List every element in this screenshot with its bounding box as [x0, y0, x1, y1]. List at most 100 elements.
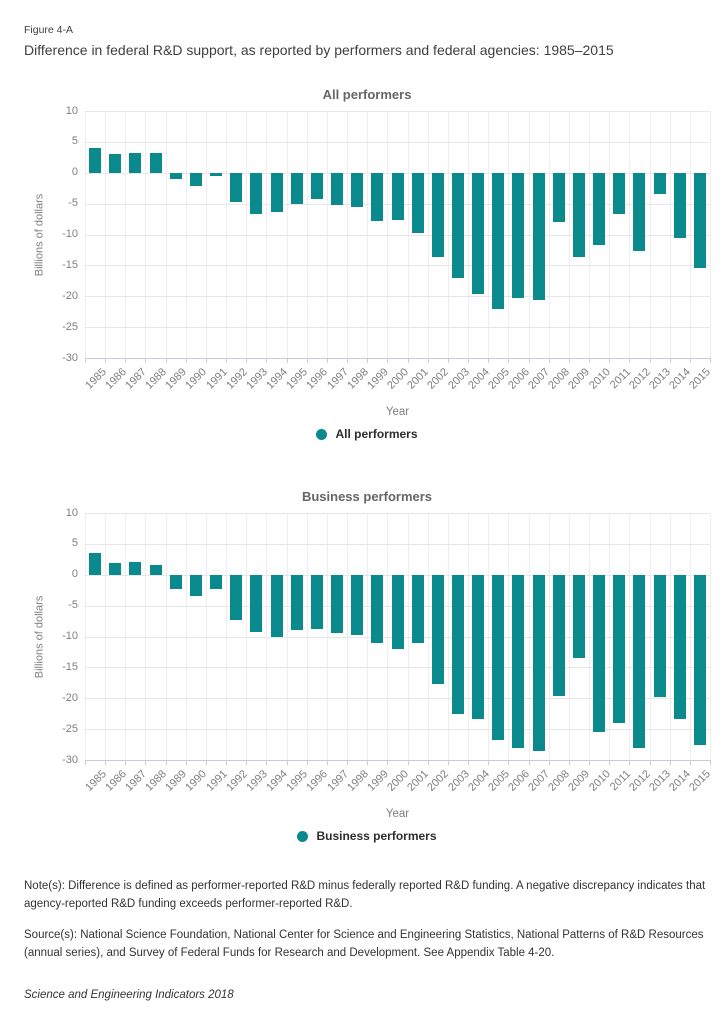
- bar-1992: [230, 574, 243, 620]
- gridline: [85, 327, 710, 329]
- y-axis-tick-label: -5: [68, 197, 78, 210]
- x-axis-tick-label: 1990: [183, 366, 210, 392]
- x-axis-tick-label: 2010: [586, 768, 613, 794]
- y-axis-tick-label: -20: [62, 691, 78, 704]
- x-axis-tick-label: 1994: [264, 366, 291, 392]
- x-axis-tick-label: 1993: [244, 768, 270, 794]
- x-axis-tick: [710, 760, 711, 765]
- bar-1989: [169, 172, 182, 179]
- bar-1988: [149, 565, 162, 575]
- x-axis-labels: 1985 1986 1987 1988 1989 1990 1991 1992 1993 1994…: [83, 766, 714, 808]
- x-axis-tick-label: 1989: [163, 768, 190, 794]
- x-axis-tick-label: 2001: [405, 768, 432, 794]
- bar-2007: [532, 574, 545, 751]
- x-axis-tick-label: 1986: [102, 366, 129, 392]
- x-axis-tick-label: 2007: [526, 768, 553, 794]
- x-axis-tick: [85, 760, 86, 765]
- bar-1999: [371, 574, 384, 644]
- x-axis-tick-label: 2001: [405, 366, 432, 392]
- x-axis-tick-label: 2005: [485, 366, 512, 392]
- x-axis-tick: [205, 760, 207, 765]
- gridline: [85, 729, 710, 731]
- y-axis-tick-label: 5: [71, 537, 78, 550]
- x-axis-tick: [589, 760, 591, 765]
- gridline: [85, 698, 710, 700]
- x-axis-tick: [407, 358, 409, 363]
- chart-all-performers: All performers Billions of dollars 10 5 0 -…: [24, 70, 713, 450]
- x-axis-tick-label: 2013: [647, 768, 674, 794]
- bar-2012: [633, 574, 646, 749]
- y-axis-tick-label: 0: [71, 166, 78, 179]
- x-axis-tick-label: 2014: [667, 366, 694, 392]
- x-axis-tick-label: 1987: [123, 768, 149, 794]
- y-axis-tick-label: 10: [65, 506, 78, 519]
- x-axis-tick: [367, 760, 369, 765]
- x-axis-tick: [528, 760, 530, 765]
- x-axis-tick-label: 1995: [284, 768, 311, 794]
- x-axis-tick-label: 1985: [82, 366, 109, 392]
- bar-2006: [512, 172, 525, 299]
- x-axis-tick: [488, 760, 490, 765]
- bar-1987: [129, 152, 142, 173]
- x-axis-tick: [326, 358, 328, 363]
- x-axis-tick: [669, 358, 671, 363]
- x-axis-tick: [468, 358, 470, 363]
- bar-1990: [189, 574, 202, 596]
- x-axis-tick: [125, 358, 127, 363]
- x-axis-tick: [85, 358, 86, 363]
- y-axis-tick-label: -15: [62, 660, 78, 673]
- x-axis-tick-label: 2013: [647, 366, 674, 392]
- bar-1998: [351, 574, 364, 635]
- bar-1985: [89, 148, 102, 173]
- gridline: [85, 543, 710, 545]
- bar-2001: [411, 172, 424, 234]
- x-axis-tick-label: 1987: [123, 366, 149, 392]
- gridline: [85, 667, 710, 669]
- x-axis-tick-label: 1986: [102, 768, 129, 794]
- y-axis-tick-labels: 10 5 0 -5 -10 -15 -20 -25 -30: [50, 105, 78, 364]
- bar-2011: [613, 574, 626, 723]
- x-axis-tick: [105, 760, 107, 765]
- x-axis-tick: [226, 760, 228, 765]
- bar-2012: [633, 172, 646, 252]
- x-axis-tick: [447, 760, 449, 765]
- x-axis-tick-label: 1998: [344, 366, 371, 392]
- x-axis-title: Year: [385, 406, 410, 418]
- bar-1985: [89, 553, 102, 575]
- x-axis-tick-label: 2002: [425, 366, 452, 392]
- y-axis-tick-label: -25: [62, 320, 78, 333]
- x-axis-tick-label: 2004: [465, 366, 492, 392]
- x-axis-tick-label: 2014: [667, 768, 694, 794]
- y-axis-tick-label: -25: [62, 722, 78, 735]
- attribution-text: Science and Engineering Indicators 2018: [24, 989, 234, 1001]
- x-axis-tick-label: 1989: [163, 366, 190, 392]
- bar-2000: [391, 574, 404, 649]
- x-axis-tick-label: 2006: [506, 768, 532, 794]
- x-axis-tick-label: 2012: [627, 366, 653, 392]
- gridline: [85, 265, 710, 267]
- x-axis-tick-label: 2008: [546, 366, 573, 392]
- bar-2015: [693, 172, 706, 268]
- x-axis-title: Year: [385, 808, 410, 820]
- legend-label: Business performers: [316, 829, 437, 843]
- x-axis-tick-label: 1999: [365, 768, 391, 794]
- x-axis-tick-label: 1997: [324, 366, 351, 392]
- bar-2013: [653, 172, 666, 195]
- bar-1993: [250, 172, 263, 214]
- y-axis-title: Billions of dollars: [33, 595, 46, 678]
- x-axis-tick: [306, 760, 308, 765]
- x-axis-tick-label: 2015: [687, 768, 714, 794]
- x-axis-tick: [347, 760, 349, 765]
- y-axis-tick-label: -30: [62, 753, 78, 766]
- bar-2009: [572, 172, 585, 257]
- x-axis-tick-label: 1991: [203, 366, 230, 392]
- x-axis-tick-label: 1996: [304, 768, 331, 794]
- x-axis-tick: [246, 358, 248, 363]
- x-axis-tick-label: 1991: [203, 768, 230, 794]
- y-axis-tick-label: 0: [71, 568, 78, 581]
- x-axis-tick: [427, 760, 429, 765]
- x-axis-tick-label: 2003: [445, 366, 472, 392]
- x-axis-tick: [387, 760, 389, 765]
- bar-1995: [290, 172, 303, 204]
